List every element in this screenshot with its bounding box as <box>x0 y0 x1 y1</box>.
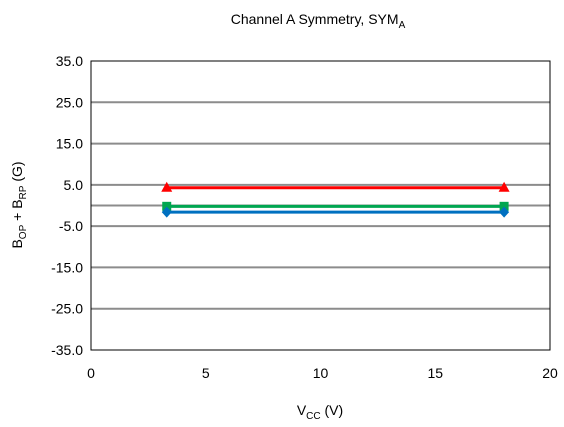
y-axis-label-part: + B <box>9 199 25 224</box>
y-axis-label-part: (G) <box>9 161 25 185</box>
chart-title-main: Channel A Symmetry, SYM <box>231 11 399 27</box>
y-tick-label: 15.0 <box>56 136 83 152</box>
x-tick-label: 15 <box>427 365 443 381</box>
series-triangle <box>161 181 510 192</box>
y-tick-label: -15.0 <box>51 259 83 275</box>
x-axis-label-main: V <box>297 402 307 418</box>
plot-frame <box>90 60 551 351</box>
x-tick-label: 20 <box>542 365 558 381</box>
x-tick-label: 0 <box>87 365 95 381</box>
y-tick-label: -25.0 <box>51 301 83 317</box>
x-axis-label-subscript: CC <box>306 411 320 422</box>
chart-title-subscript: A <box>399 20 406 31</box>
x-tick-label: 5 <box>202 365 210 381</box>
data-point-square <box>162 201 172 211</box>
y-tick-label: 35.0 <box>56 53 83 69</box>
y-axis-label-subscript: RP <box>18 185 29 199</box>
y-tick-label: -5.0 <box>59 218 83 234</box>
data-series <box>161 181 510 218</box>
y-axis-label: BOP + BRP (G) <box>9 161 29 248</box>
data-point-triangle <box>498 181 510 192</box>
chart-title: Channel A Symmetry, SYMA <box>231 11 406 31</box>
data-point-square <box>499 201 509 211</box>
x-axis-label: VCC (V) <box>297 402 343 422</box>
data-point-triangle <box>161 181 173 192</box>
x-axis-label-suffix: (V) <box>321 402 344 418</box>
series-square <box>162 201 509 211</box>
y-tick-label: 5.0 <box>64 177 84 193</box>
y-axis-label-subscript: OP <box>18 224 29 239</box>
series-diamond <box>161 206 510 218</box>
y-tick-label: -35.0 <box>51 342 83 358</box>
y-axis-label-part: B <box>9 239 25 248</box>
y-tick-label: 25.0 <box>56 94 83 110</box>
data-point-diamond <box>499 206 510 218</box>
x-tick-label: 10 <box>313 365 329 381</box>
data-point-diamond <box>161 206 172 218</box>
tick-labels: 35.0 25.0 15.0 5.0 -5.0 -15.0 -25.0 -35.00 5 10 15… <box>51 53 558 381</box>
